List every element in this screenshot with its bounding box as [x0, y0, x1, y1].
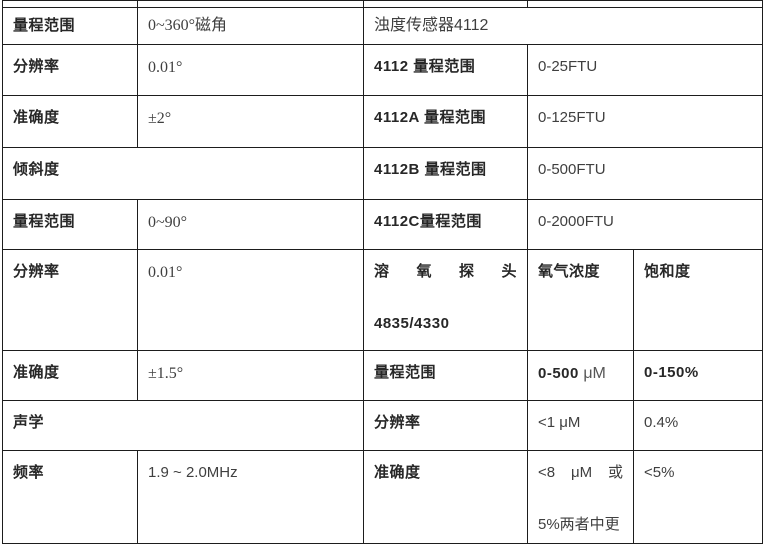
- cell-tilt-resolution-value: 0.01°: [138, 250, 364, 351]
- cell-frequency-value: 1.9 ~ 2.0MHz: [138, 451, 364, 544]
- cell-saturation-header: 饱和度: [634, 250, 763, 351]
- sensor-spec-table: 量程范围 0~360°磁角 浊度传感器4112 分辨率 0.01° 4112 量…: [2, 0, 763, 544]
- cell-tilt-section-header: 倾斜度: [3, 148, 364, 200]
- cell-tilt-accuracy-value: ±1.5°: [138, 351, 364, 401]
- cell-oxygen-resolution-value: <1 μM: [528, 401, 634, 451]
- oxygen-probe-model: 4835/4330: [374, 314, 450, 332]
- oxygen-accuracy-line2: 5%两者中更: [538, 515, 620, 533]
- clipped-cell: [3, 1, 138, 8]
- cell-tilt-resolution-label: 分辨率: [3, 250, 138, 351]
- clipped-cell: [138, 1, 364, 8]
- cell-saturation-resolution-value: 0.4%: [634, 401, 763, 451]
- cell-oxygen-concentration-header: 氧气浓度: [528, 250, 634, 351]
- cell-oxygen-range-value: 0-500 μM: [528, 351, 634, 401]
- oxygen-range-unit: μM: [578, 365, 606, 382]
- cell-tilt-range-label: 量程范围: [3, 200, 138, 250]
- clipped-cell: [364, 1, 528, 8]
- cell-4112c-range-label: 4112C量程范围: [364, 200, 528, 250]
- cell-4112b-range-value: 0-500FTU: [528, 148, 763, 200]
- cell-oxygen-probe-header: 溶 氧 探 头 4835/4330: [364, 250, 528, 351]
- oxygen-range-number: 0-500: [538, 365, 579, 382]
- cell-saturation-range-value: 0-150%: [634, 351, 763, 401]
- cell-range-label: 量程范围: [3, 8, 138, 45]
- oxygen-probe-name: 溶 氧 探 头: [374, 263, 517, 280]
- cell-oxygen-range-label: 量程范围: [364, 351, 528, 401]
- cell-4112a-range-label: 4112A 量程范围: [364, 96, 528, 148]
- cell-range-value: 0~360°磁角: [138, 8, 364, 45]
- cell-tilt-accuracy-label: 准确度: [3, 351, 138, 401]
- oxygen-accuracy-line1: <8 μM 或: [538, 464, 623, 481]
- cell-saturation-accuracy-value: <5%: [634, 451, 763, 544]
- cell-resolution-label: 分辨率: [3, 45, 138, 96]
- cell-resolution-value: 0.01°: [138, 45, 364, 96]
- cell-4112-range-label: 4112 量程范围: [364, 45, 528, 96]
- cell-oxygen-accuracy-label: 准确度: [364, 451, 528, 544]
- cell-frequency-label: 频率: [3, 451, 138, 544]
- cell-oxygen-resolution-label: 分辨率: [364, 401, 528, 451]
- cell-4112-range-value: 0-25FTU: [528, 45, 763, 96]
- cell-accuracy-value: ±2°: [138, 96, 364, 148]
- cell-4112c-range-value: 0-2000FTU: [528, 200, 763, 250]
- cell-4112b-range-label: 4112B 量程范围: [364, 148, 528, 200]
- cell-acoustics-section-header: 声学: [3, 401, 364, 451]
- cell-oxygen-accuracy-value: <8 μM 或 5%两者中更: [528, 451, 634, 544]
- cell-tilt-range-value: 0~90°: [138, 200, 364, 250]
- cell-4112a-range-value: 0-125FTU: [528, 96, 763, 148]
- cell-accuracy-label: 准确度: [3, 96, 138, 148]
- clipped-cell: [528, 1, 763, 8]
- cell-turbidity-sensor-header: 浊度传感器4112: [364, 8, 763, 45]
